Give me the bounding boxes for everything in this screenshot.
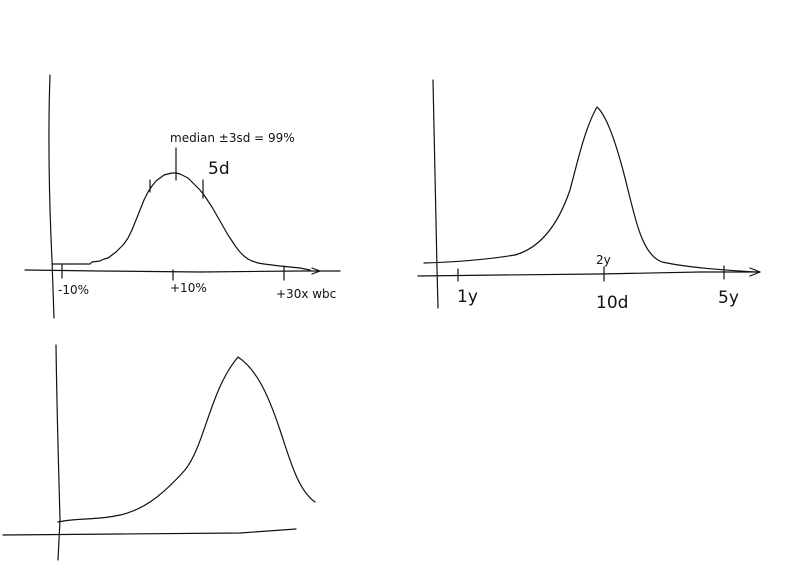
sketch-1-y-axis [48,74,55,319]
sketch-2-tick-3-label: 5y [718,288,739,308]
sketch-1-axis-arrow [311,267,321,275]
sketch-3-x-axis [2,528,297,536]
sketch-2-tick-1-label: 1y [457,287,478,307]
sketch-2-axis-arrow [749,267,761,277]
sketch-2-skewed-distribution: 2y 1y 10d 5y [417,79,761,313]
sketch-1-tick-right-label: +30x wbc [276,287,336,301]
sketch-1-bell-curve [51,172,311,271]
sketch-2-y-axis [432,79,439,309]
sketch-1-tick-mid-label: +10% [170,281,207,295]
sketch-1-sd-label: 5d [208,159,230,179]
sketch-2-tick-2-label: 10d [596,293,628,313]
sketch-1-x-axis [24,269,341,273]
sketch-3-peak-curve [57,356,316,523]
sketch-2-peak-label: 2y [596,253,611,267]
sketch-1-annotation: median ±3sd = 99% [170,131,295,145]
sketch-2-x-axis [417,271,761,277]
sketch-2-peak-curve [423,106,756,273]
sketch-1-tick-left-label: -10% [58,283,89,297]
sketch-1-normal-distribution: median ±3sd = 99% 5d -10% +10% +30x wbc [24,74,341,319]
sketch-3-y-axis [55,344,61,561]
sketch-3-skewed-distribution [2,344,316,561]
